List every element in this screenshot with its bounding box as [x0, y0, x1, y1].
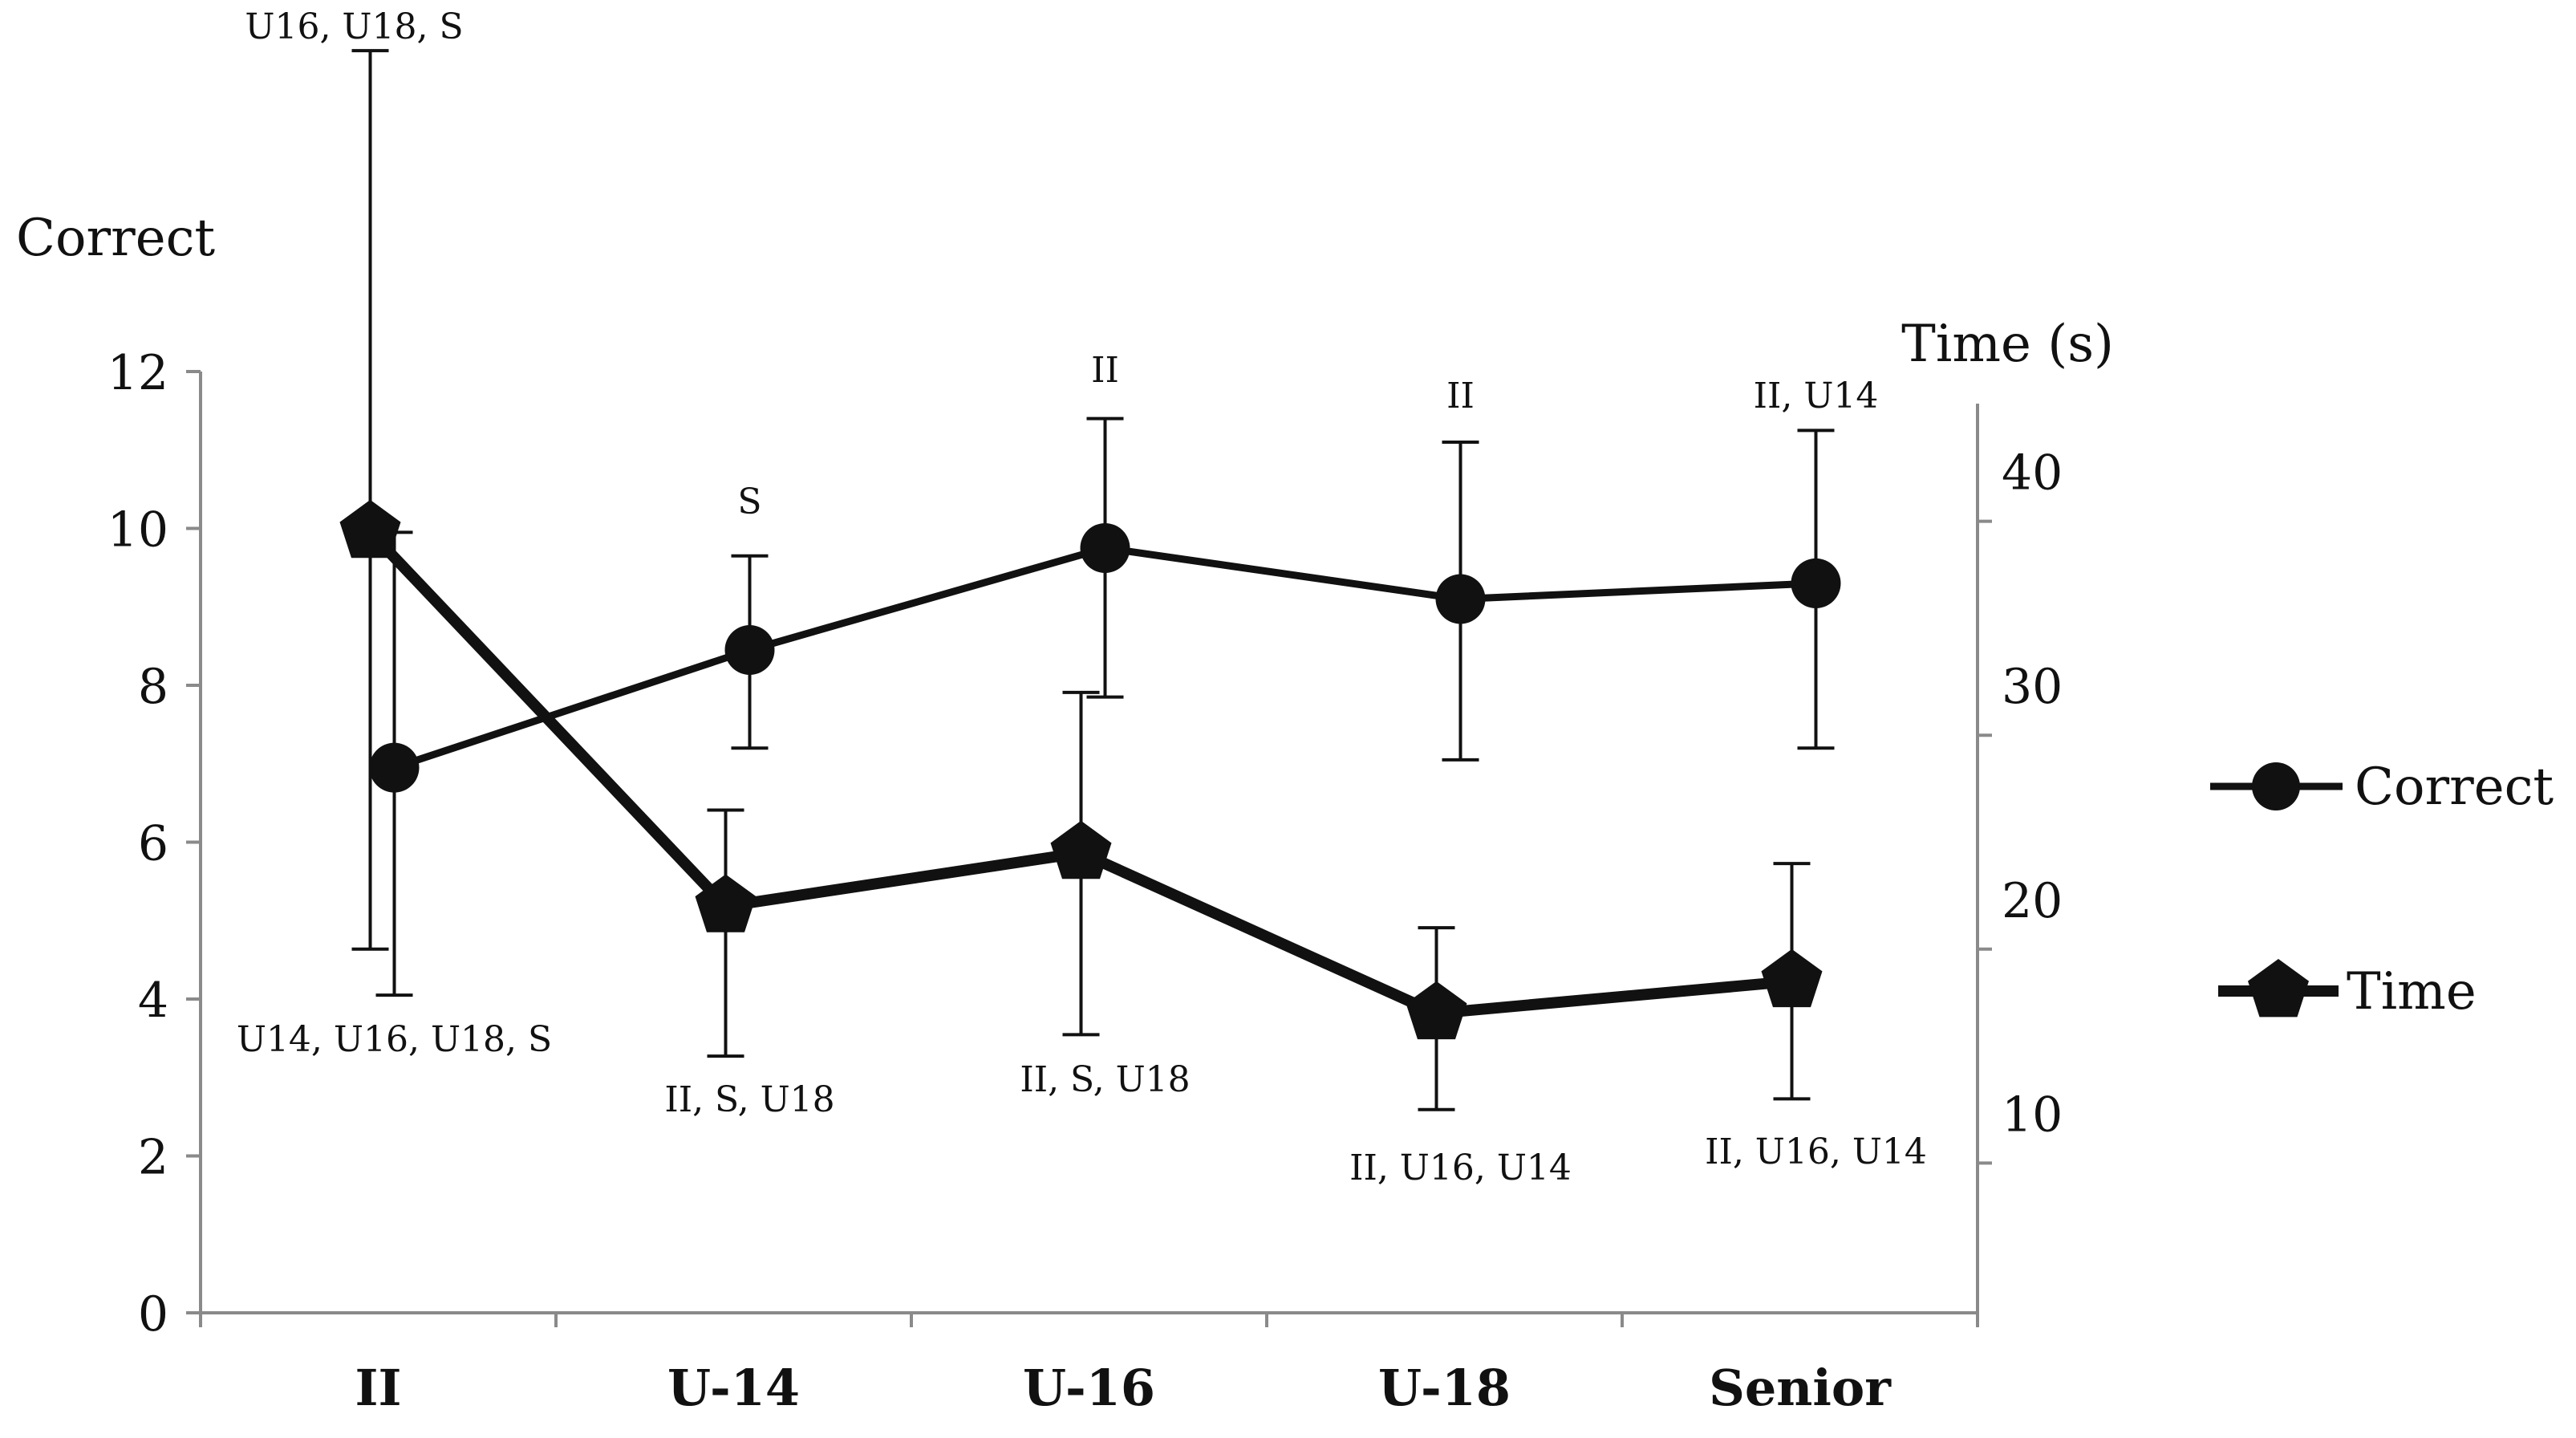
- legend-correct-marker: [2252, 762, 2300, 810]
- left-axis-title: Correct: [16, 209, 215, 268]
- time-point: [1761, 949, 1823, 1008]
- x-tick-label: U-16: [1023, 1359, 1155, 1417]
- x-tick-label: U-18: [1378, 1359, 1511, 1417]
- correct-significance-label: U16, U18, S: [245, 6, 463, 47]
- x-tick-label: U-14: [667, 1359, 800, 1417]
- labels-layer: U16, U18, S S II II II, U14 U14, U16, U18, S I…: [237, 6, 1927, 1188]
- time-significance-label: II, U16, U14: [1705, 1131, 1927, 1172]
- time-significance-label: U14, U16, U18, S: [237, 1019, 552, 1060]
- time-significance-label: II, U16, U14: [1349, 1148, 1572, 1188]
- legend-correct-label: Correct: [2355, 758, 2554, 817]
- time-point: [1406, 981, 1467, 1040]
- time-point: [1050, 820, 1112, 879]
- series-layer: [339, 49, 1841, 1111]
- legend-time-label: Time: [2347, 962, 2477, 1022]
- correct-point: [724, 625, 775, 676]
- right-tick-label: 30: [2002, 659, 2063, 715]
- left-tick-label: 12: [108, 345, 168, 401]
- correct-point: [369, 742, 420, 793]
- time-point: [339, 499, 401, 559]
- time-point: [695, 874, 757, 932]
- left-tick-label: 4: [138, 973, 168, 1029]
- legend: Correct Time: [2210, 758, 2554, 1022]
- right-axis-title: Time (s): [1901, 315, 2114, 374]
- left-tick-label: 8: [138, 659, 168, 715]
- left-tick-label: 2: [138, 1130, 168, 1186]
- right-tick-label: 40: [2002, 445, 2063, 502]
- time-significance-label: II, S, U18: [1020, 1059, 1190, 1100]
- left-tick-label: 6: [138, 816, 168, 872]
- correct-significance-label: II: [1446, 376, 1475, 416]
- left-tick-label: 10: [108, 502, 168, 559]
- correct-significance-label: II: [1091, 350, 1119, 391]
- correct-point: [1080, 522, 1130, 573]
- correct-point: [1791, 558, 1841, 608]
- time-significance-label: II, S, U18: [664, 1079, 834, 1120]
- x-tick-label: II: [355, 1359, 401, 1417]
- right-tick-label: 10: [2002, 1087, 2063, 1143]
- left-tick-label: 0: [138, 1286, 168, 1343]
- correct-point: [1435, 574, 1486, 624]
- legend-time-marker: [2248, 959, 2309, 1018]
- right-tick-label: 20: [2002, 873, 2063, 929]
- x-tick-label: Senior: [1709, 1359, 1892, 1417]
- axes: 0 2 4 6 8 10 12 10 20 30 40 II U-14 U-16 U-18 Senior Cor…: [16, 209, 2114, 1417]
- correct-significance-label: S: [737, 481, 761, 522]
- correct-significance-label: II, U14: [1754, 376, 1879, 416]
